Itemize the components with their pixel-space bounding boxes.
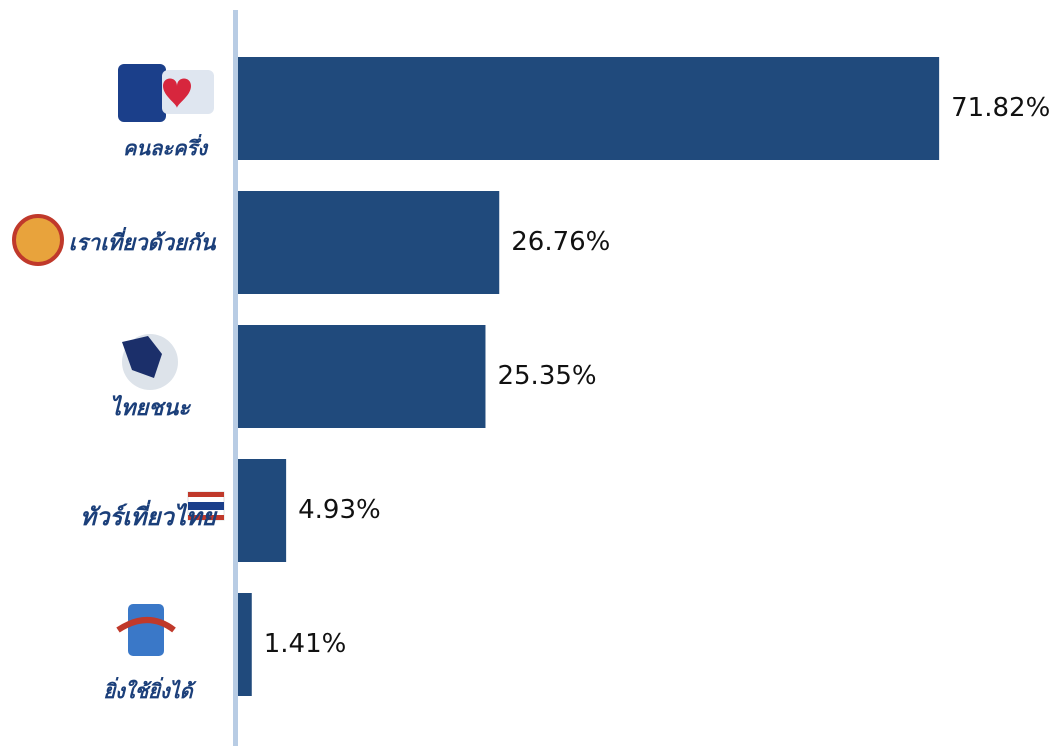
value-label: 4.93% — [298, 495, 381, 525]
bar — [238, 57, 940, 160]
logo-fist — [122, 336, 162, 378]
category-label: ยิ่งใช้ยิ่งได้ — [103, 677, 197, 703]
bar — [238, 325, 486, 428]
logo-heart — [163, 78, 191, 108]
logo-flag — [188, 492, 224, 497]
category-label: คนละครึ่ง — [123, 134, 209, 160]
category-label: เราเที่ยวด้วยกัน — [69, 226, 217, 256]
axis-line — [233, 10, 238, 746]
value-label: 1.41% — [264, 629, 347, 659]
logo-flag — [188, 502, 224, 510]
category-label: ไทยชนะ — [110, 394, 191, 421]
bar — [238, 191, 500, 294]
logo-shape — [12, 214, 64, 266]
bar — [238, 459, 287, 562]
bar — [238, 593, 252, 696]
value-label: 25.35% — [497, 361, 596, 391]
value-label: 71.82% — [951, 93, 1050, 123]
value-label: 26.76% — [511, 227, 610, 257]
icons — [12, 64, 225, 656]
category-label: ทัวร์เที่ยวไทย — [80, 499, 218, 531]
logo-phone — [128, 604, 164, 656]
logo-flag — [188, 515, 224, 520]
logo-ribbon — [116, 617, 176, 633]
logo-shape — [118, 64, 166, 122]
